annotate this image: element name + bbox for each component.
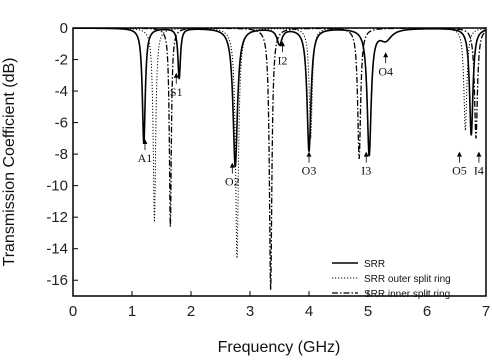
annotation-arrowhead	[476, 151, 482, 157]
y-tick-label: -12	[46, 209, 68, 226]
annotation-label: S1	[170, 85, 183, 99]
annotation-label: O2	[225, 175, 240, 189]
legend-label-srr: SRR	[364, 259, 385, 270]
annotation-arrowhead	[279, 41, 285, 47]
x-tick-label: 1	[128, 303, 136, 320]
series-line-1	[73, 28, 486, 168]
x-axis-title: Frequency (GHz)	[218, 339, 341, 356]
annotation-arrowhead	[306, 151, 312, 157]
y-tick-label: 0	[60, 20, 68, 37]
annotation-label: O5	[452, 164, 467, 178]
y-axis-title: Transmission Coefficient (dB)	[1, 58, 18, 267]
y-tick-label: -2	[55, 52, 68, 69]
x-tick-label: 0	[69, 303, 77, 320]
y-tick-label: -4	[55, 83, 68, 100]
annotation-arrowhead	[173, 72, 179, 78]
x-tick-label: 5	[364, 303, 372, 320]
x-tick-label: 2	[187, 303, 195, 320]
series-line-2	[73, 28, 486, 259]
annotation-label: I3	[361, 164, 371, 178]
annotation-arrowhead	[456, 151, 462, 157]
annotation-arrowhead	[383, 52, 389, 58]
annotation-label: I2	[277, 53, 287, 67]
legend-label-outer-ring: SRR outer split ring	[364, 274, 451, 285]
x-tick-label: 6	[423, 303, 431, 320]
annotation-label: O3	[302, 164, 317, 178]
annotation-arrowhead	[363, 151, 369, 157]
y-tick-label: -10	[46, 178, 68, 195]
annotation-label: I4	[474, 164, 484, 178]
x-tick-label: 3	[246, 303, 254, 320]
series-line-3	[73, 28, 486, 290]
x-tick-label: 7	[482, 303, 490, 320]
plot-frame	[72, 27, 487, 297]
y-tick-label: -6	[55, 115, 68, 132]
annotation-arrowhead	[229, 162, 235, 168]
x-tick-label: 4	[305, 303, 313, 320]
y-tick-label: -8	[55, 146, 68, 163]
legend: SRR SRR outer split ring SRR inner split…	[332, 259, 451, 300]
legend-label-inner-ring: SRR inner split ring	[364, 289, 450, 300]
y-tick-label: -14	[46, 241, 68, 258]
annotation-label: A1	[138, 151, 153, 165]
y-tick-label: -16	[46, 272, 68, 289]
annotation-arrowhead	[142, 139, 148, 144]
annotation-label: O4	[378, 64, 393, 78]
